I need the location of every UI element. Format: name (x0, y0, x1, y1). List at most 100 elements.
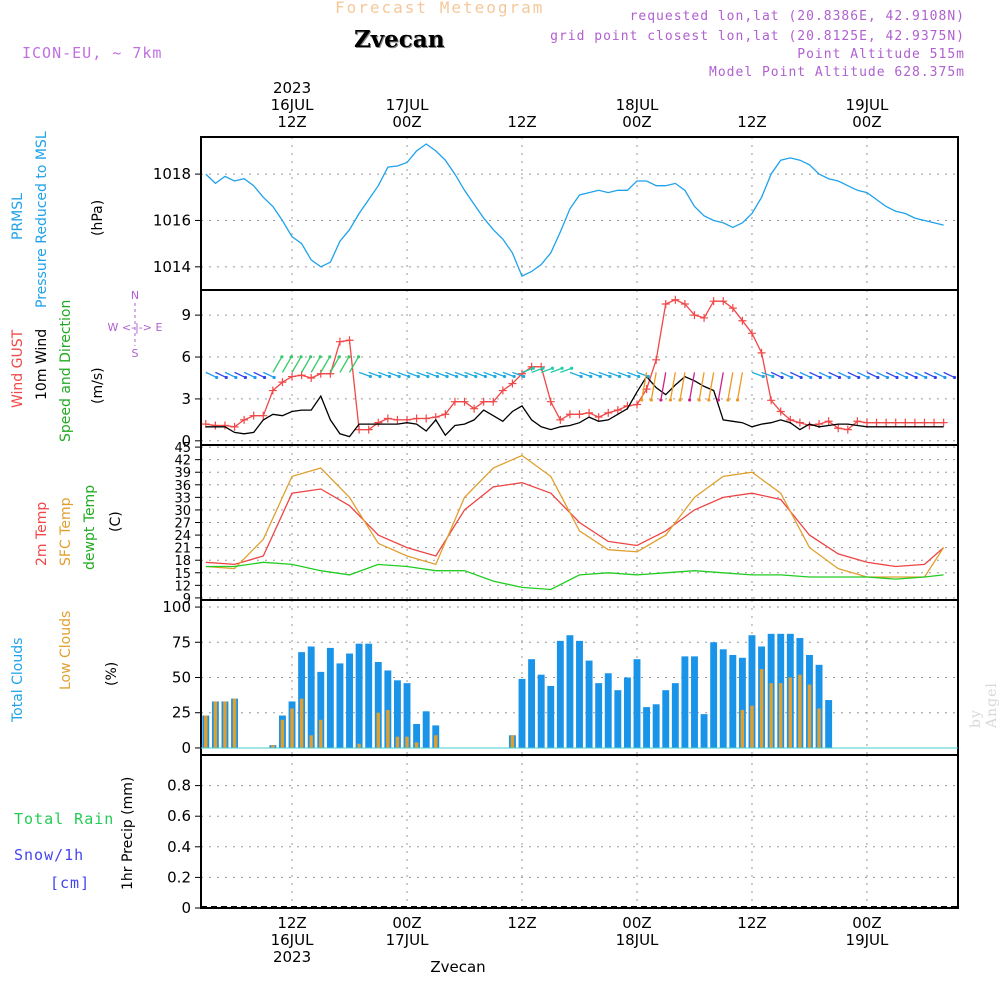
gust-marker (661, 299, 670, 308)
low-cloud-bar (309, 735, 313, 748)
wind-arrow-head (885, 375, 890, 380)
gust-marker (288, 372, 297, 381)
ytick-label: 18 (174, 554, 191, 569)
wind-arrow-head (761, 374, 765, 379)
wind-arrow (895, 371, 907, 379)
total-cloud-bar (566, 635, 574, 748)
low-cloud-bar (434, 735, 438, 748)
gust-marker (383, 414, 392, 423)
gust-marker (585, 408, 594, 417)
gust-marker (680, 299, 689, 308)
ytick-label: 3 (181, 390, 191, 408)
wind-arrow (205, 371, 217, 379)
wind-arrow-head (347, 355, 351, 359)
wind-arrow (617, 371, 630, 378)
wind-arrow-head (646, 374, 650, 379)
wind-arrow (521, 367, 534, 373)
wind-arrow-head (771, 374, 775, 379)
total-cloud-bar (326, 647, 334, 748)
total-cloud-bar (662, 690, 670, 748)
wind-arrow-head (828, 375, 832, 380)
wind-arrow (660, 372, 667, 401)
panel-precip (195, 754, 959, 909)
gust-marker (594, 413, 603, 422)
total-cloud-bar (595, 683, 603, 748)
ytick-label: 0 (181, 432, 191, 450)
ytick-label: 50 (172, 669, 191, 687)
wind-arrow (857, 371, 869, 379)
point-altitude: Point Altitude 515m (797, 47, 965, 62)
wind-arrow (608, 371, 620, 378)
bottom-time-label: 17JUL (386, 931, 429, 949)
ytick-label: 0 (181, 899, 191, 917)
total-rain-label: Total Rain (14, 810, 115, 828)
wind-arrow-head (895, 375, 899, 380)
wind-arrow-head (943, 375, 947, 380)
wind-arrow (569, 371, 582, 378)
wind-arrow (253, 371, 265, 379)
ytick-label: 24 (174, 529, 191, 544)
gust-marker (374, 418, 383, 427)
gust-marker (565, 410, 574, 419)
wind-arrow (790, 371, 802, 379)
ytick-label: 1016 (153, 211, 191, 229)
wind-arrow-head (904, 375, 909, 380)
wind-arrow (234, 371, 246, 379)
wind-arrow (847, 371, 859, 379)
low-cloud-bar (798, 674, 802, 748)
wind-arrow-head (617, 374, 622, 379)
gust-marker (316, 369, 325, 378)
gust-marker (872, 418, 881, 427)
bottom-time-label: 00Z (622, 914, 651, 932)
wind-arrow (263, 371, 275, 379)
gust-marker (709, 297, 718, 306)
wind-arrow-head (627, 374, 631, 379)
wind-arrow (579, 371, 591, 378)
gust-marker (613, 406, 622, 415)
wind-arrow (320, 356, 331, 373)
wind-arrow-head (289, 355, 294, 359)
total-cloud-bar (710, 642, 718, 748)
gust-marker (728, 304, 737, 313)
gust-marker (470, 404, 479, 413)
low-cloud-bar (740, 709, 745, 748)
total-cloud-bar (547, 685, 555, 748)
ytick-label: 33 (174, 491, 191, 506)
total-cloud-bar (691, 656, 698, 748)
total-cloud-bar (556, 640, 564, 748)
wind-arrow-head (790, 375, 794, 380)
gust-marker (738, 316, 747, 325)
low-cloud-bar (807, 684, 812, 748)
panel-temperature (195, 444, 959, 601)
gust-marker (422, 414, 431, 423)
bottom-time-label: 2023 (273, 948, 311, 966)
wind-arrow (550, 367, 563, 373)
wind-arrow-head (531, 366, 535, 370)
gust-marker (441, 410, 450, 419)
wind-arrow-head (397, 374, 401, 379)
wind-arrow (708, 372, 715, 401)
gust-marker (700, 313, 709, 322)
bottom-time-label: 19JUL (846, 931, 889, 949)
model-altitude: Model Point Altitude 628.375m (709, 65, 965, 80)
wind-arrow (387, 371, 400, 378)
gust-marker (211, 421, 220, 430)
panel-wind (195, 289, 959, 446)
top-time-label: 2023 (273, 79, 311, 97)
total-cloud-bar (719, 649, 727, 748)
total-cloud-bar (633, 659, 641, 748)
total-cloud-bar (614, 690, 622, 748)
top-time-label: 17JUL (386, 96, 429, 114)
wind-arrow (224, 371, 237, 379)
wind-arrow-head (280, 355, 284, 359)
wind-arrow-head (253, 375, 257, 380)
wind-arrow (669, 372, 676, 401)
total-cloud-bar (700, 714, 708, 748)
wind-arrow-head (598, 374, 602, 379)
wind-arrow-head (416, 374, 420, 379)
gust-marker (862, 418, 871, 427)
total-cloud-bar (738, 657, 746, 748)
wind-arrow (698, 372, 705, 401)
total-cloud-bar (585, 660, 593, 748)
